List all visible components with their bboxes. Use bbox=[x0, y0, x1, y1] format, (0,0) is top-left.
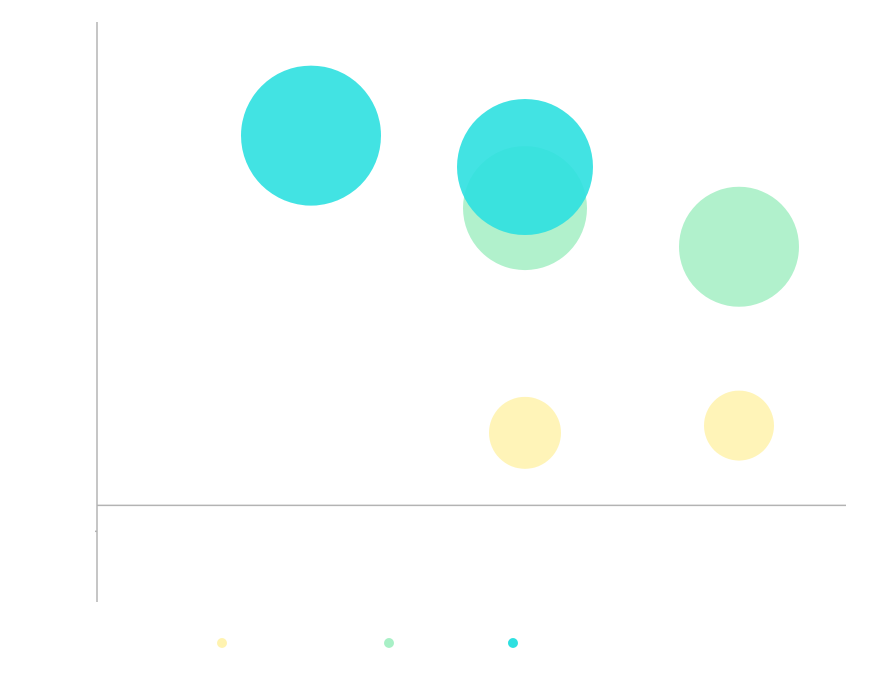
bubble-series-3-point-2 bbox=[457, 99, 593, 235]
legend-marker-series-2 bbox=[384, 638, 394, 648]
legend-marker-series-3 bbox=[508, 638, 518, 648]
legend-marker-series-1 bbox=[217, 638, 227, 648]
bubble-series-1-point-1 bbox=[489, 396, 561, 469]
bubble-series-2-point-2 bbox=[679, 186, 799, 307]
legend bbox=[217, 638, 518, 648]
bubble-series-3-point-1 bbox=[241, 65, 381, 206]
plot-area bbox=[241, 65, 799, 469]
bubble-series-1-point-2 bbox=[704, 390, 774, 461]
